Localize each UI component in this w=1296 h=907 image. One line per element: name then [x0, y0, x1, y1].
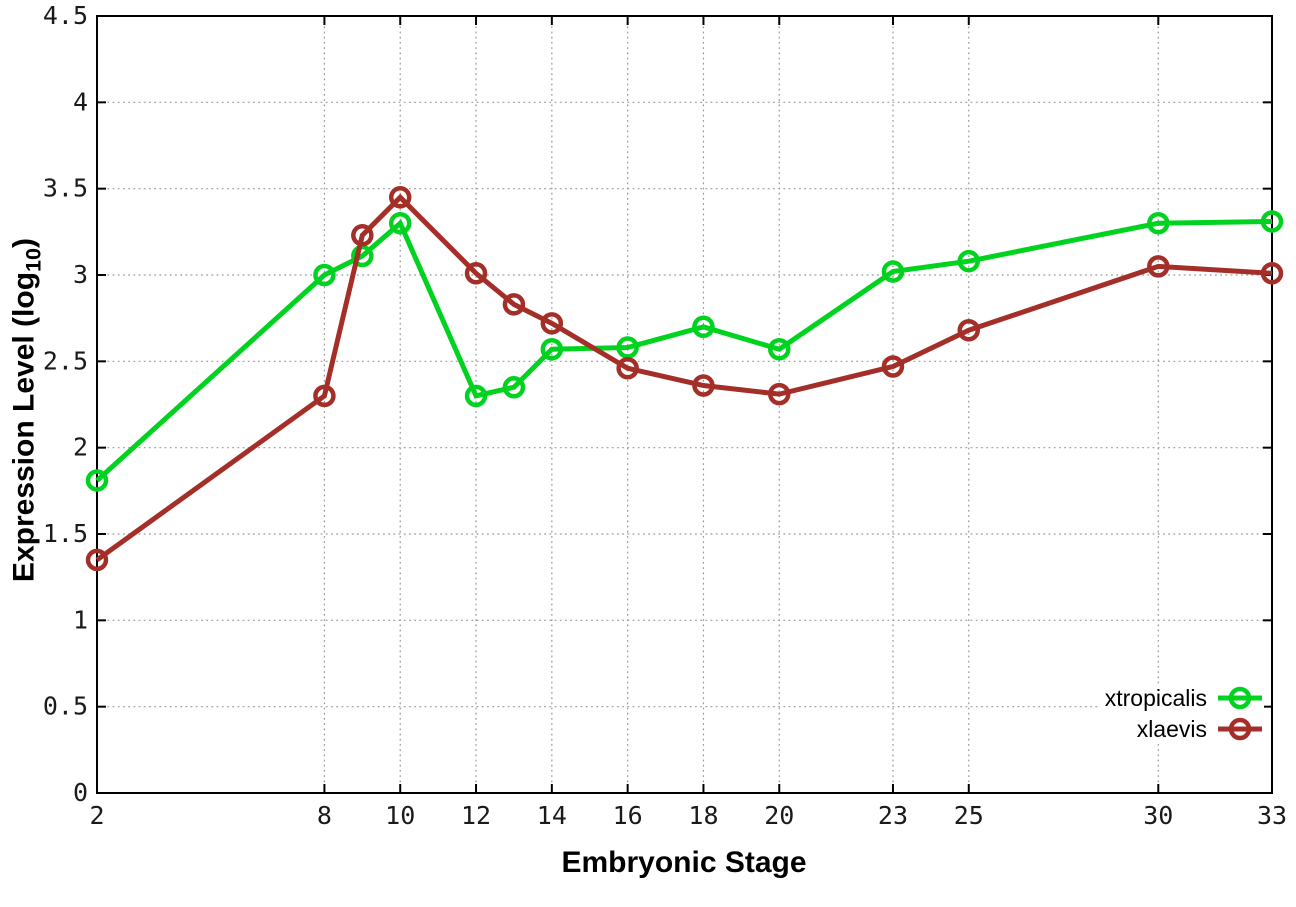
y-tick-label: 0 — [73, 778, 88, 807]
x-tick-label: 23 — [878, 801, 908, 830]
legend: xtropicalis xlaevis — [1098, 685, 1264, 742]
data-point-xtropicalis-stage-12 — [464, 384, 488, 408]
data-point-xlaevis-stage-18 — [692, 374, 715, 397]
y-axis-title-text: Expression Level (log — [7, 271, 41, 583]
data-point-xlaevis-stage-10 — [388, 186, 412, 209]
data-point-xlaevis-stage-23 — [881, 355, 905, 378]
data-point-xtropicalis-stage-23 — [881, 260, 905, 283]
data-point-xtropicalis-stage-30 — [1147, 211, 1170, 235]
y-tick-label: 3 — [73, 260, 88, 289]
series-xtropicalis-line — [95, 218, 1273, 483]
y-tick-label: 4.5 — [43, 1, 88, 30]
y-tick-label: 2.5 — [43, 346, 88, 375]
y-tick-label: 1 — [73, 605, 88, 634]
data-point-xlaevis-stage-30 — [1147, 255, 1170, 278]
data-point-xtropicalis-stage-33 — [1260, 210, 1284, 233]
y-tick-label: 2 — [73, 433, 88, 462]
data-point-xtropicalis-stage-25 — [957, 249, 981, 273]
data-point-xlaevis-stage-14 — [540, 312, 564, 335]
y-axis-title-suffix: ) — [7, 237, 41, 248]
data-point-xtropicalis-stage-14 — [540, 337, 564, 361]
y-axis-title-subscript: 10 — [20, 247, 46, 272]
x-tick-label: 30 — [1143, 801, 1173, 830]
x-tick-label: 2 — [89, 801, 104, 830]
data-point-xlaevis-stage-9 — [351, 224, 374, 247]
data-point-xtropicalis-stage-8 — [313, 263, 336, 287]
y-axis-title: Expression Level (log10) — [8, 238, 47, 582]
series-xlaevis-line — [95, 193, 1273, 562]
x-tick-label: 10 — [385, 801, 415, 830]
y-tick-label: 3.5 — [43, 174, 88, 203]
y-tick-label: 1.5 — [43, 519, 88, 548]
x-tick-label: 33 — [1257, 801, 1287, 830]
legend-label-xtropicalis: xtropicalis — [1104, 684, 1207, 711]
data-point-xlaevis-stage-25 — [957, 319, 981, 342]
data-point-xlaevis-stage-8 — [313, 384, 336, 408]
y-tick-label: 4 — [73, 87, 88, 116]
x-tick-label: 16 — [613, 801, 643, 830]
plot-border — [96, 15, 1273, 794]
data-point-xtropicalis-stage-13 — [502, 375, 526, 399]
data-point-xtropicalis-stage-2 — [85, 469, 109, 492]
legend-row-xlaevis: xlaevis — [1137, 716, 1264, 742]
data-point-xlaevis-stage-16 — [616, 356, 639, 380]
x-tick-label: 18 — [688, 801, 718, 830]
x-tick-label: 14 — [537, 801, 567, 830]
data-point-xlaevis-stage-12 — [464, 262, 488, 285]
x-tick-label: 20 — [764, 801, 794, 830]
data-point-xlaevis-stage-33 — [1260, 262, 1284, 285]
data-point-xtropicalis-stage-9 — [351, 244, 374, 268]
data-point-xtropicalis-stage-16 — [616, 336, 639, 359]
legend-label-xlaevis: xlaevis — [1136, 715, 1207, 742]
legend-sample-xtropicalis-icon — [1218, 686, 1262, 710]
data-point-xlaevis-stage-20 — [768, 382, 791, 406]
x-tick-label: 8 — [317, 801, 332, 830]
legend-sample-xlaevis-icon — [1218, 717, 1262, 741]
x-tick-label: 12 — [461, 801, 491, 830]
data-point-xlaevis-stage-13 — [502, 293, 526, 316]
data-point-xtropicalis-stage-18 — [692, 315, 715, 339]
data-point-xlaevis-stage-2 — [85, 548, 109, 572]
y-tick-label: 0.5 — [43, 692, 88, 721]
x-axis-title: Embryonic Stage — [561, 846, 807, 879]
legend-row-xtropicalis: xtropicalis — [1105, 685, 1264, 711]
data-point-xtropicalis-stage-10 — [388, 211, 412, 235]
x-tick-label: 25 — [954, 801, 984, 830]
data-point-xtropicalis-stage-20 — [768, 337, 791, 361]
